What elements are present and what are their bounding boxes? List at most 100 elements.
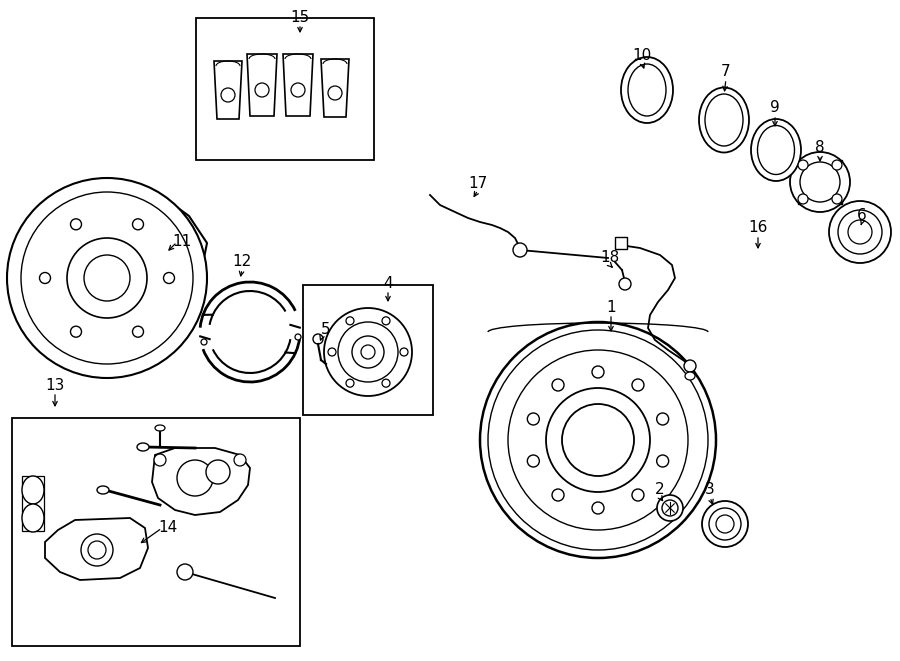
- Polygon shape: [247, 54, 277, 116]
- Ellipse shape: [758, 126, 795, 175]
- Circle shape: [716, 515, 734, 533]
- Polygon shape: [152, 448, 250, 515]
- Text: 8: 8: [815, 141, 824, 155]
- Circle shape: [234, 454, 246, 466]
- Circle shape: [352, 336, 384, 368]
- Text: 12: 12: [232, 254, 252, 270]
- Text: 9: 9: [770, 100, 780, 116]
- Bar: [12, 418, 300, 646]
- Bar: [798, 160, 842, 204]
- Circle shape: [206, 460, 230, 484]
- Circle shape: [328, 86, 342, 100]
- Text: 4: 4: [383, 276, 392, 290]
- Circle shape: [829, 201, 891, 263]
- Ellipse shape: [97, 486, 109, 494]
- Circle shape: [382, 317, 390, 325]
- Circle shape: [84, 255, 130, 301]
- Circle shape: [382, 379, 390, 387]
- Circle shape: [291, 83, 305, 97]
- Circle shape: [798, 160, 808, 170]
- Text: 13: 13: [45, 377, 65, 393]
- Circle shape: [552, 379, 564, 391]
- Circle shape: [346, 379, 354, 387]
- Circle shape: [88, 541, 106, 559]
- Ellipse shape: [22, 476, 44, 504]
- Circle shape: [221, 88, 235, 102]
- Circle shape: [619, 278, 631, 290]
- Circle shape: [848, 220, 872, 244]
- Circle shape: [709, 508, 741, 540]
- Circle shape: [255, 83, 269, 97]
- Text: 6: 6: [857, 208, 867, 223]
- Bar: [22, 476, 44, 531]
- Circle shape: [40, 272, 50, 284]
- Circle shape: [67, 238, 147, 318]
- Circle shape: [790, 152, 850, 212]
- Circle shape: [295, 334, 301, 340]
- Text: 3: 3: [705, 483, 715, 498]
- Text: 11: 11: [173, 235, 192, 249]
- Polygon shape: [214, 61, 242, 119]
- Circle shape: [132, 326, 143, 337]
- Circle shape: [328, 348, 336, 356]
- Ellipse shape: [705, 94, 743, 146]
- Ellipse shape: [699, 87, 749, 153]
- Circle shape: [702, 501, 748, 547]
- Ellipse shape: [751, 119, 801, 181]
- Text: 14: 14: [158, 520, 177, 535]
- Text: 15: 15: [291, 9, 310, 24]
- Circle shape: [480, 322, 716, 558]
- Ellipse shape: [22, 504, 44, 532]
- Circle shape: [400, 348, 408, 356]
- Polygon shape: [283, 54, 313, 116]
- Circle shape: [338, 322, 398, 382]
- Circle shape: [324, 308, 412, 396]
- Circle shape: [800, 162, 840, 202]
- Circle shape: [552, 489, 564, 501]
- Text: 7: 7: [721, 65, 731, 79]
- Circle shape: [164, 272, 175, 284]
- Circle shape: [832, 160, 842, 170]
- Circle shape: [132, 219, 143, 230]
- Circle shape: [684, 360, 696, 372]
- Ellipse shape: [137, 443, 149, 451]
- Circle shape: [838, 210, 882, 254]
- Text: 2: 2: [655, 483, 665, 498]
- Bar: [196, 18, 374, 160]
- Circle shape: [632, 379, 644, 391]
- Circle shape: [657, 413, 669, 425]
- Circle shape: [81, 534, 113, 566]
- Text: 1: 1: [607, 299, 616, 315]
- Circle shape: [527, 455, 539, 467]
- Circle shape: [798, 194, 808, 204]
- Text: 16: 16: [748, 221, 768, 235]
- Circle shape: [70, 219, 82, 230]
- Ellipse shape: [628, 64, 666, 116]
- Circle shape: [177, 564, 193, 580]
- Circle shape: [21, 192, 193, 364]
- Circle shape: [201, 339, 207, 345]
- Circle shape: [832, 194, 842, 204]
- Ellipse shape: [155, 425, 165, 431]
- Circle shape: [361, 345, 375, 359]
- Circle shape: [346, 317, 354, 325]
- Circle shape: [70, 326, 82, 337]
- Circle shape: [592, 502, 604, 514]
- Ellipse shape: [621, 57, 673, 123]
- Circle shape: [592, 366, 604, 378]
- Ellipse shape: [685, 372, 695, 380]
- Circle shape: [662, 500, 678, 516]
- Polygon shape: [321, 59, 349, 117]
- Circle shape: [7, 178, 207, 378]
- Circle shape: [177, 460, 213, 496]
- Text: 10: 10: [633, 48, 652, 63]
- Text: 18: 18: [600, 251, 619, 266]
- Text: 5: 5: [321, 323, 331, 338]
- Polygon shape: [45, 518, 148, 580]
- Circle shape: [657, 455, 669, 467]
- Circle shape: [527, 413, 539, 425]
- Text: 17: 17: [468, 176, 488, 190]
- Bar: [303, 285, 433, 415]
- Bar: [615, 237, 627, 249]
- Circle shape: [513, 243, 527, 257]
